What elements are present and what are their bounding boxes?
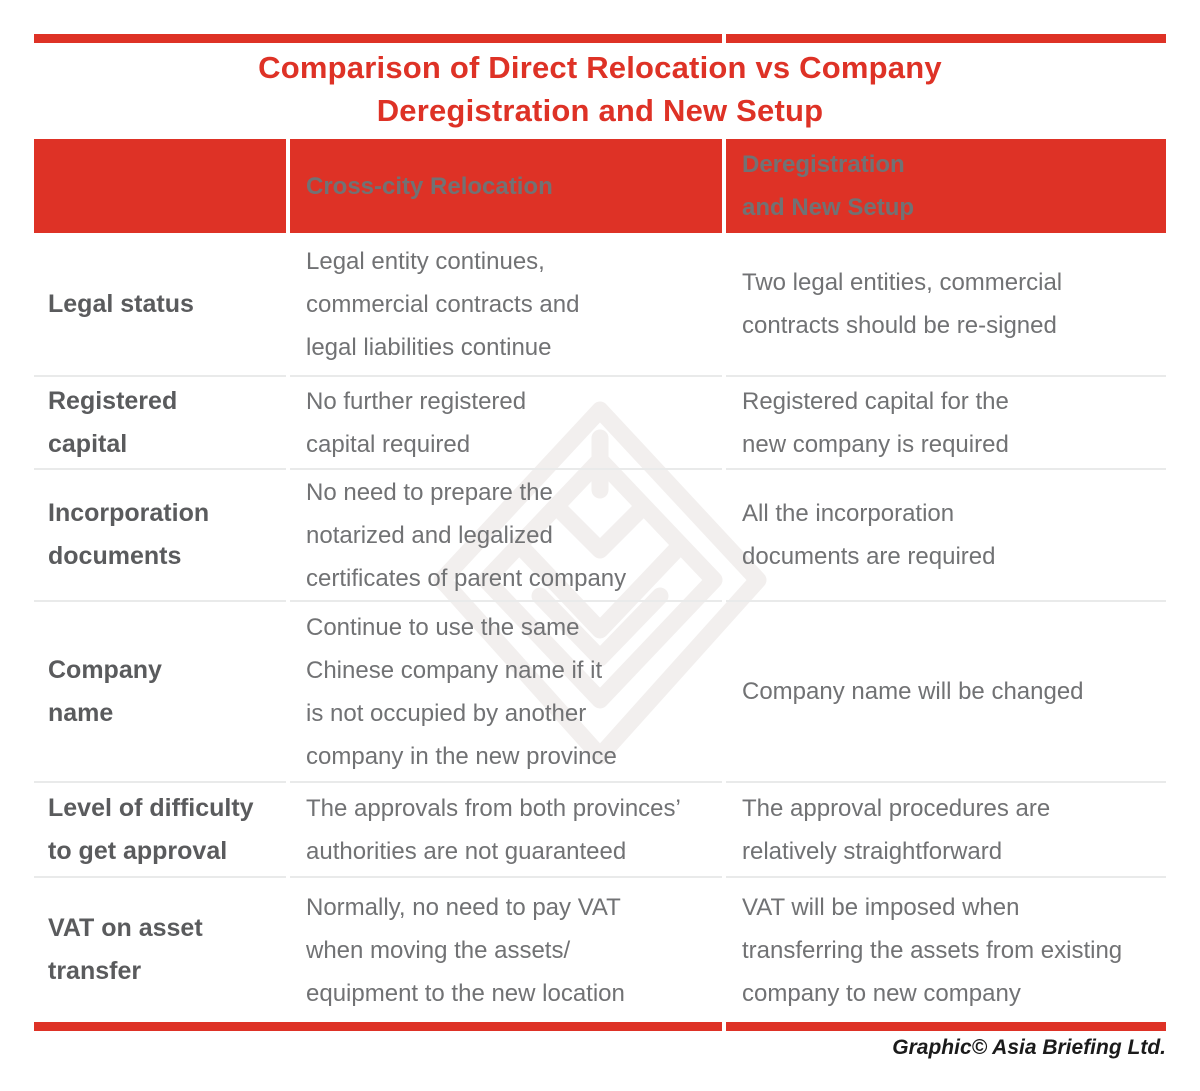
bottom-accent-bar-left <box>34 1022 722 1031</box>
cell-text: Registered capital for the new company i… <box>742 387 1009 458</box>
row-legal-status-deregistration-cell: Two legal entities, commercial contracts… <box>726 233 1166 377</box>
top-accent-bar-right <box>726 34 1166 43</box>
row-registered-capital-deregistration-cell: Registered capital for the new company i… <box>726 377 1166 470</box>
row-difficulty-relocation-cell: The approvals from both provinces’ autho… <box>290 783 722 878</box>
row-incorporation-documents-deregistration-cell: All the incorporation documents are requ… <box>726 470 1166 602</box>
row-incorporation-documents-label-cell: Incorporation documents <box>34 470 286 602</box>
row-company-name-relocation-cell: Continue to use the same Chinese company… <box>290 602 722 783</box>
header-cross-city-relocation: Cross-city Relocation <box>290 139 722 233</box>
row-vat-deregistration-cell: VAT will be imposed when transferring th… <box>726 878 1166 1022</box>
header-deregistration-new-setup: Deregistration and New Setup <box>726 139 1166 233</box>
asia-briefing-logo-watermark <box>433 401 767 765</box>
top-accent-bar <box>34 34 1166 43</box>
cell-text: Legal entity continues, commercial contr… <box>306 247 580 361</box>
row-company-name-label-cell: Company name <box>34 602 286 783</box>
bottom-accent-bar-right <box>726 1022 1166 1031</box>
top-accent-bar-left <box>34 34 722 43</box>
cell-text: The approval procedures are relatively s… <box>742 794 1051 865</box>
cell-text: Normally, no need to pay VAT when moving… <box>306 893 625 1007</box>
header-deregistration-label: Deregistration and New Setup <box>742 151 915 221</box>
graphic-credit: Graphic© Asia Briefing Ltd. <box>892 1036 1166 1059</box>
cell-text: The approvals from both provinces’ autho… <box>306 794 681 865</box>
row-incorporation-documents-relocation-cell: No need to prepare the notarized and leg… <box>290 470 722 602</box>
row-difficulty-label-cell: Level of difficulty to get approval <box>34 783 286 878</box>
row-label: Registered capital <box>48 386 178 458</box>
row-vat-relocation-cell: Normally, no need to pay VAT when moving… <box>290 878 722 1022</box>
cell-text: No need to prepare the notarized and leg… <box>306 478 627 592</box>
cell-text: VAT will be imposed when transferring th… <box>742 893 1123 1007</box>
cell-text: Company name will be changed <box>742 678 1084 705</box>
row-registered-capital-relocation-cell: No further registered capital required <box>290 377 722 470</box>
header-relocation-label: Cross-city Relocation <box>306 172 553 200</box>
row-label: Level of difficulty to get approval <box>48 793 254 865</box>
bottom-accent-bar <box>34 1022 1166 1031</box>
cell-text: All the incorporation documents are requ… <box>742 500 996 570</box>
row-label: Company name <box>48 655 162 727</box>
row-legal-status-relocation-cell: Legal entity continues, commercial contr… <box>290 233 722 377</box>
row-difficulty-deregistration-cell: The approval procedures are relatively s… <box>726 783 1166 878</box>
row-label: Legal status <box>48 289 194 318</box>
page-title: Comparison of Direct Relocation vs Compa… <box>258 50 942 128</box>
row-label: Incorporation documents <box>48 499 210 570</box>
row-legal-status-label-cell: Legal status <box>34 233 286 377</box>
row-vat-label-cell: VAT on asset transfer <box>34 878 286 1022</box>
cell-text: Two legal entities, commercial contracts… <box>742 269 1063 339</box>
row-company-name-deregistration-cell: Company name will be changed <box>726 602 1166 783</box>
row-registered-capital-label-cell: Registered capital <box>34 377 286 470</box>
cell-text: No further registered capital required <box>306 387 527 458</box>
cell-text: Continue to use the same Chinese company… <box>306 613 617 770</box>
row-label: VAT on asset transfer <box>48 914 203 985</box>
comparison-table: Cross-city Relocation Deregistration and… <box>34 139 1166 1022</box>
header-empty-cell <box>34 139 286 233</box>
